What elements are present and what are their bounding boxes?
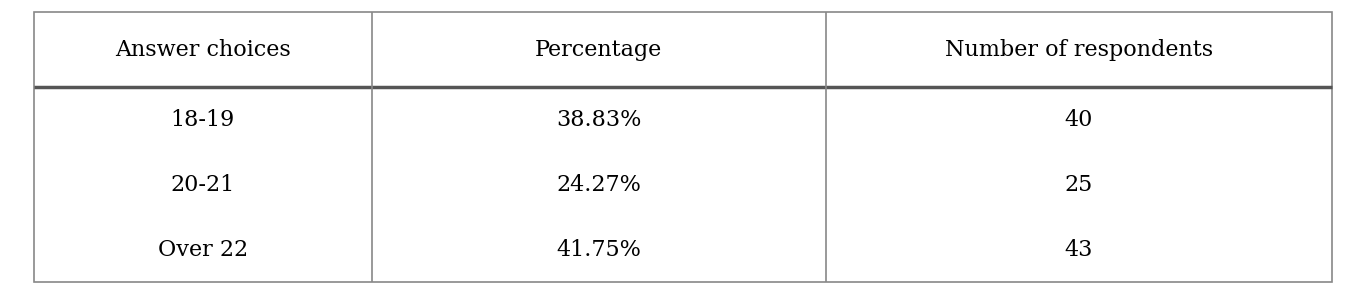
Text: 40: 40 [1064, 109, 1093, 131]
Text: 18-19: 18-19 [171, 109, 235, 131]
Text: 38.83%: 38.83% [556, 109, 642, 131]
Text: 25: 25 [1064, 174, 1093, 196]
Text: Over 22: Over 22 [158, 239, 247, 261]
Text: 43: 43 [1064, 239, 1093, 261]
Text: 24.27%: 24.27% [556, 174, 641, 196]
Text: Percentage: Percentage [535, 39, 663, 61]
Text: 20-21: 20-21 [171, 174, 235, 196]
Text: Answer choices: Answer choices [115, 39, 291, 61]
Text: Number of respondents: Number of respondents [945, 39, 1213, 61]
Text: 41.75%: 41.75% [556, 239, 641, 261]
